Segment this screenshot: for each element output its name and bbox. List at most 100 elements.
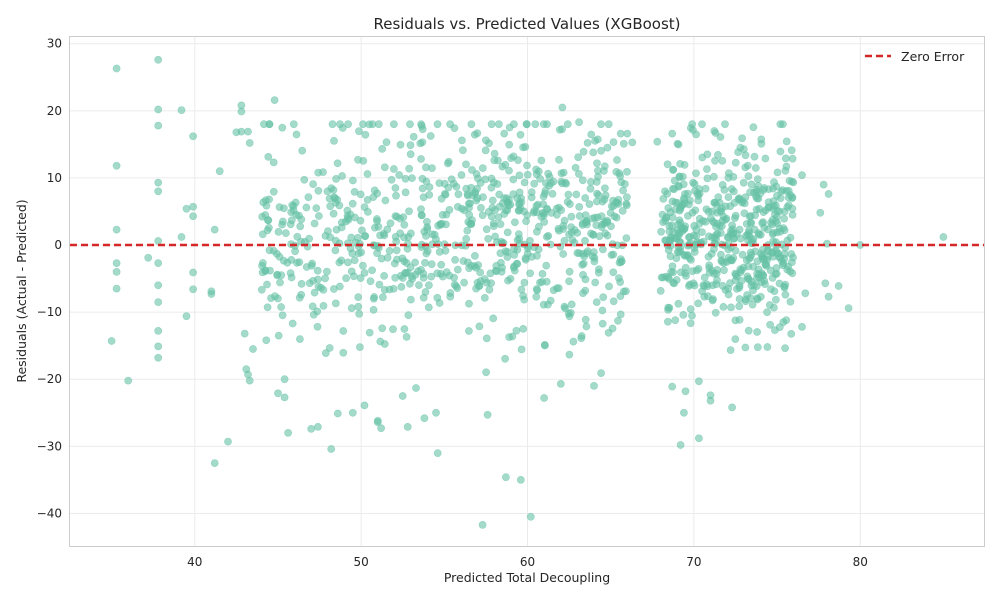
scatter-point (450, 280, 459, 289)
scatter-point (400, 233, 408, 242)
scatter-point (322, 267, 331, 276)
scatter-point (369, 305, 378, 314)
scatter-point (333, 409, 342, 418)
scatter-point (615, 258, 624, 267)
scatter-point (154, 342, 163, 351)
scatter-point (309, 276, 317, 285)
scatter-point (493, 156, 502, 165)
y-tick-label: 0 (54, 238, 62, 252)
scatter-point (741, 163, 750, 172)
scatter-point (274, 389, 282, 398)
scatter-point (732, 270, 740, 279)
scatter-point (509, 152, 518, 161)
scatter-point (743, 272, 752, 281)
scatter-point (571, 163, 580, 172)
scatter-point (348, 199, 357, 208)
scatter-point (526, 236, 534, 245)
scatter-point (781, 290, 790, 299)
scatter-point (784, 262, 792, 271)
scatter-point (391, 232, 400, 241)
scatter-point (798, 322, 806, 331)
scatter-point (534, 167, 543, 176)
scatter-point (494, 213, 503, 222)
scatter-point (532, 292, 541, 301)
scatter-point (606, 208, 615, 217)
scatter-point (616, 278, 625, 286)
scatter-point (242, 365, 251, 374)
scatter-point (619, 139, 628, 148)
scatter-point (527, 193, 536, 202)
x-tick-label: 50 (353, 555, 368, 569)
scatter-point (555, 125, 564, 134)
scatter-point (391, 184, 400, 192)
scatter-point (559, 225, 567, 233)
scatter-point (154, 237, 163, 245)
scatter-point (359, 156, 368, 165)
scatter-point (360, 401, 369, 410)
scatter-point (599, 293, 608, 302)
scatter-point (772, 295, 780, 304)
scatter-point (690, 248, 699, 256)
scatter-point (747, 250, 756, 259)
scatter-point (291, 198, 300, 207)
scatter-point (530, 179, 539, 188)
scatter-point (575, 212, 584, 220)
scatter-point (258, 259, 267, 267)
scatter-point (702, 205, 711, 214)
scatter-point (769, 184, 777, 193)
scatter-point (154, 187, 163, 196)
scatter-point (781, 280, 790, 289)
scatter-point (433, 269, 442, 278)
scatter-point (331, 194, 339, 202)
scatter-point (392, 191, 400, 200)
scatter-point (124, 376, 133, 385)
scatter-point (273, 270, 282, 279)
scatter-point (619, 186, 627, 195)
scatter-point (612, 198, 621, 207)
scatter-point (567, 212, 576, 221)
scatter-point (690, 221, 699, 230)
plot-frame (69, 36, 985, 547)
scatter-point (599, 245, 607, 254)
scatter-point (781, 344, 789, 353)
scatter-point (531, 120, 540, 129)
scatter-point (587, 130, 596, 139)
scatter-point (714, 150, 722, 159)
scatter-point (446, 120, 454, 129)
scatter-point (824, 190, 833, 198)
scatter-point (385, 246, 394, 255)
scatter-point (354, 302, 363, 311)
scatter-point (801, 289, 810, 298)
scatter-point (310, 288, 319, 297)
scatter-point (112, 64, 121, 73)
scatter-point (705, 268, 714, 277)
scatter-point (563, 120, 572, 129)
scatter-point (465, 299, 473, 308)
scatter-point (677, 223, 686, 232)
scatter-point (574, 153, 583, 162)
scatter-point (275, 203, 284, 211)
scatter-point (317, 283, 325, 292)
scatter-point (232, 128, 241, 137)
scatter-point (741, 193, 750, 202)
scatter-point (382, 138, 391, 147)
scatter-point (288, 319, 297, 328)
scatter-point (726, 346, 735, 354)
scatter-point (182, 312, 191, 321)
scatter-point (270, 96, 279, 104)
scatter-point (314, 168, 323, 177)
scatter-point (279, 256, 288, 265)
scatter-point (569, 337, 578, 346)
scatter-point (675, 173, 684, 182)
scatter-point (414, 281, 423, 289)
scatter-point (245, 139, 254, 147)
scatter-point (575, 202, 584, 211)
scatter-point (521, 254, 530, 263)
scatter-point (670, 279, 678, 288)
scatter-point (753, 175, 762, 183)
scatter-point (154, 121, 163, 130)
scatter-point (542, 261, 551, 270)
scatter-point (451, 255, 459, 264)
scatter-point (664, 317, 672, 326)
scatter-point (464, 199, 473, 208)
